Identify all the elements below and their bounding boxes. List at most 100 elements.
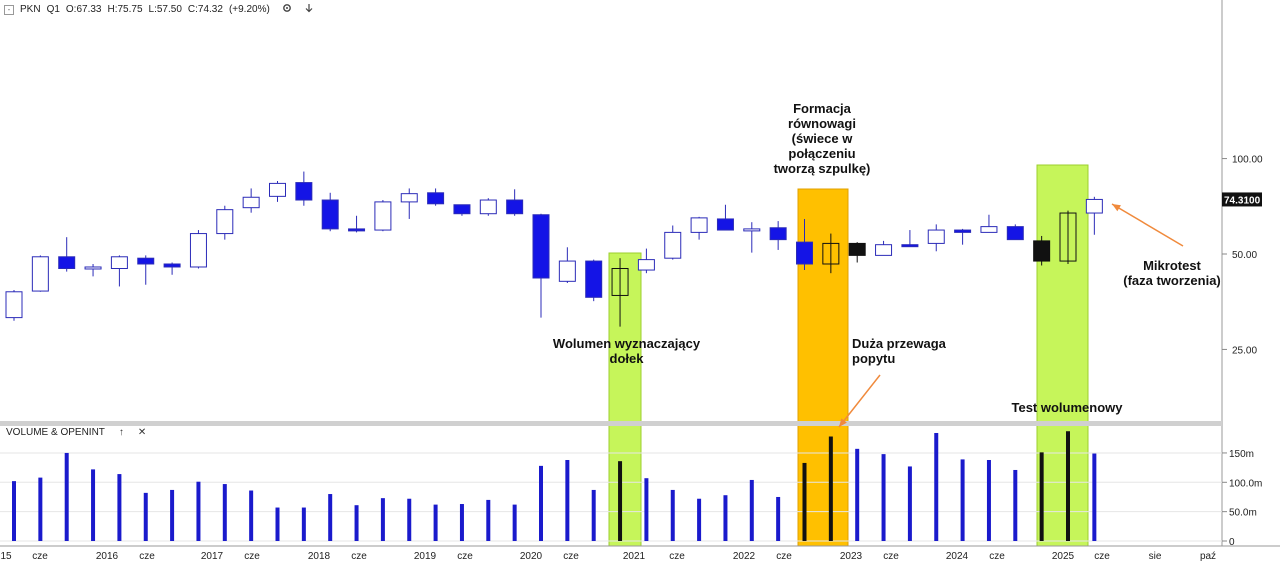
candle-body — [1059, 212, 1077, 262]
volume-tick-label: 0 — [1229, 537, 1235, 548]
gear-icon[interactable] — [282, 3, 292, 16]
volume-bar — [670, 489, 675, 541]
time-label: cze — [776, 551, 792, 562]
candle-body — [163, 263, 181, 268]
volume-bar — [117, 474, 122, 541]
close-value: C:74.32 — [187, 4, 223, 15]
volume-bar — [1092, 453, 1097, 541]
volume-bar — [565, 459, 570, 541]
axes: 25.00 50.00 100.00 74.3100 0 50.0m 100.0m 150m 1… — [0, 155, 1263, 562]
zone-green-2024 — [1036, 164, 1089, 547]
candle-body — [374, 201, 392, 231]
candle-body — [980, 226, 998, 233]
candle-body — [242, 196, 260, 209]
volume-bar — [407, 498, 412, 541]
annotation-duza-przewaga: Duża przewaga popytu — [852, 336, 946, 366]
candle-body — [58, 256, 76, 270]
candle-body — [348, 228, 366, 232]
candle-body — [1033, 240, 1051, 262]
volume-bar — [618, 461, 623, 541]
grid — [0, 0, 1280, 547]
panel-divider — [0, 421, 1222, 426]
candle-body — [216, 209, 234, 235]
collapse-button[interactable]: - — [4, 4, 14, 15]
interval-label: Q1 — [46, 4, 60, 15]
candle-body — [822, 242, 840, 265]
volume-bar — [539, 465, 543, 541]
volume-bar — [301, 507, 306, 541]
candle-body — [690, 217, 708, 233]
time-label: cze — [669, 551, 685, 562]
close-panel-button[interactable]: ✕ — [137, 427, 147, 438]
open-value: O:67.33 — [65, 4, 102, 15]
volume-bars — [12, 431, 1097, 541]
candle-body — [84, 266, 102, 270]
time-label: sie — [1149, 551, 1162, 562]
annotation-wolumen: Wolumen wyznaczający dołek — [552, 336, 701, 366]
volume-bar — [697, 498, 702, 541]
volume-bar — [907, 466, 912, 541]
arrow-down-icon[interactable] — [304, 3, 314, 16]
candle-body — [321, 199, 339, 230]
volume-bar — [249, 490, 254, 541]
candle-body — [295, 182, 313, 201]
candle-body — [927, 229, 945, 244]
volume-panel-header: VOLUME & OPENINT ↑ ✕ — [6, 427, 146, 438]
time-label: cze — [989, 551, 1005, 562]
time-label: cze — [32, 551, 48, 562]
last-price-box — [1222, 192, 1262, 207]
mikrotest-arrow — [1111, 203, 1184, 247]
candle-body — [558, 260, 576, 282]
candle-body — [901, 244, 919, 248]
volume-bar — [776, 496, 781, 541]
low-value: L:57.50 — [148, 4, 182, 15]
time-label: cze — [563, 551, 579, 562]
volume-bar — [1066, 431, 1070, 541]
candle-body — [427, 192, 445, 205]
volume-bar — [723, 495, 728, 541]
high-value: H:75.75 — [107, 4, 143, 15]
time-label: 2021 — [623, 551, 646, 562]
candle-body — [1085, 198, 1103, 214]
volume-bar — [275, 507, 280, 541]
candle-body — [611, 268, 629, 296]
price-tick-label: 100.00 — [1232, 155, 1263, 166]
candle-body — [400, 193, 418, 203]
last-price-label: 74.3100 — [1224, 195, 1261, 206]
volume-bar — [512, 504, 517, 541]
volume-bar — [12, 481, 16, 541]
move-up-button[interactable]: ↑ — [118, 427, 124, 438]
time-label: cze — [139, 551, 155, 562]
time-label: 15 — [0, 551, 12, 562]
time-label: 2025 — [1052, 551, 1075, 562]
volume-tick-label: 150m — [1229, 449, 1254, 460]
time-label: cze — [883, 551, 899, 562]
volume-bar — [38, 477, 43, 541]
candle-body — [1006, 226, 1024, 241]
price-tick-label: 50.00 — [1232, 250, 1257, 261]
volume-tick-label: 100.0m — [1229, 478, 1262, 489]
candle-body — [31, 256, 49, 292]
volume-bar — [986, 459, 991, 541]
volume-bar — [486, 499, 491, 541]
time-label: 2019 — [414, 551, 437, 562]
candle-body — [716, 218, 734, 231]
time-label: 2020 — [520, 551, 543, 562]
price-tick-label: 25.00 — [1232, 345, 1257, 356]
annotation-mikrotest: Mikrotest (faza tworzenia) — [1123, 258, 1221, 288]
zone-green-2020 — [608, 252, 642, 547]
duza-przewaga-arrow-head — [839, 418, 847, 427]
change-value: (+9.20%) — [228, 4, 270, 15]
volume-bar — [328, 494, 333, 541]
price-candles — [5, 171, 1103, 327]
volume-bar — [143, 492, 148, 541]
duza-przewaga-arrow — [838, 374, 881, 428]
candle-body — [479, 199, 497, 215]
candle-body — [453, 204, 471, 215]
volume-bar — [433, 504, 438, 541]
volume-bar — [1013, 469, 1018, 541]
annotation-arrows — [838, 203, 1184, 428]
time-label: 2016 — [96, 551, 119, 562]
volume-bar — [196, 481, 201, 541]
